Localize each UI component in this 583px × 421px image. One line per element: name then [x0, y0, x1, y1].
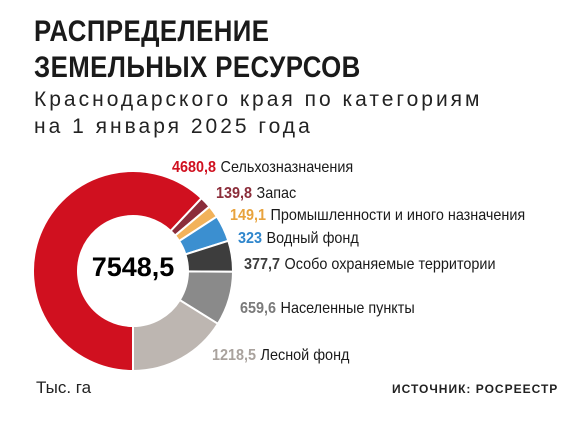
- label-text-reserve: Запас: [256, 185, 297, 202]
- title-line-1: РАСПРЕДЕЛЕНИЕ: [34, 15, 270, 48]
- label-value-industrial: 149,1: [230, 207, 267, 224]
- slice-agricultural: [32, 170, 203, 373]
- unit-label: Тыс. га: [36, 378, 92, 397]
- label-agricultural: 4680,8 Сельхозназначения: [172, 158, 353, 178]
- label-industrial: 149,1 Промышленности и иного назначения: [230, 206, 525, 226]
- label-reserve: 139,8 Запас: [216, 184, 296, 204]
- slice-forest: [132, 298, 220, 373]
- label-value-protected: 377,7: [244, 256, 281, 273]
- label-text-protected: Особо охраняемые территории: [284, 256, 496, 273]
- label-text-industrial: Промышленности и иного назначения: [270, 207, 526, 224]
- label-forest: 1218,5 Лесной фонд: [212, 346, 349, 366]
- label-text-agricultural: Сельхозназначения: [220, 159, 354, 176]
- label-water: 323 Водный фонд: [238, 229, 359, 249]
- label-value-water: 323: [238, 230, 263, 247]
- label-text-water: Водный фонд: [266, 230, 359, 247]
- chart-title: РАСПРЕДЕЛЕНИЕ ЗЕМЕЛЬНЫХ РЕСУРСОВ: [34, 14, 361, 86]
- label-text-forest: Лесной фонд: [260, 347, 350, 364]
- subtitle-line-2: на 1 января 2025 года: [34, 115, 313, 138]
- label-settlements: 659,6 Населенные пункты: [240, 299, 415, 319]
- label-value-reserve: 139,8: [216, 185, 253, 202]
- label-value-forest: 1218,5: [212, 347, 257, 364]
- chart-subtitle: Краснодарского края по категориям на 1 я…: [34, 86, 483, 140]
- subtitle-line-1: Краснодарского края по категориям: [34, 88, 483, 111]
- label-text-settlements: Населенные пункты: [280, 300, 415, 317]
- source-label: ИСТОЧНИК: РОСРЕЕСТР: [392, 382, 559, 396]
- label-value-agricultural: 4680,8: [172, 159, 217, 176]
- label-protected: 377,7 Особо охраняемые территории: [244, 255, 495, 275]
- total-value: 7548,5: [92, 252, 175, 282]
- label-value-settlements: 659,6: [240, 300, 277, 317]
- title-line-2: ЗЕМЕЛЬНЫХ РЕСУРСОВ: [34, 51, 361, 84]
